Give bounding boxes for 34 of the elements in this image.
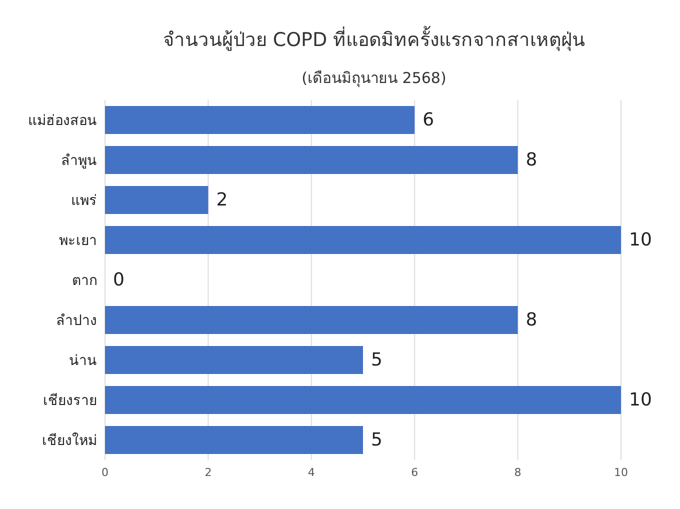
x-tick-label: 10: [614, 466, 628, 479]
data-label: 2: [216, 190, 228, 210]
bar: [105, 226, 621, 254]
bar: [105, 306, 518, 334]
bar: [105, 386, 621, 414]
y-tick-label: ตาก: [72, 272, 97, 289]
chart-title: จำนวนผู้ป่วย COPD ที่แอดมิทครั้งแรกจากสาเหตุฝุ่น: [162, 24, 586, 53]
data-label: 6: [422, 110, 434, 130]
data-label: 8: [526, 310, 538, 330]
data-label: 5: [371, 430, 382, 450]
data-label: 0: [113, 270, 124, 290]
bar: [105, 146, 518, 174]
bar: [105, 346, 363, 374]
data-label: 5: [371, 350, 382, 370]
data-label: 10: [629, 230, 652, 250]
y-tick-label: พะเยา: [59, 232, 97, 249]
y-tick-label: แม่ฮ่องสอน: [28, 112, 97, 129]
data-label: 10: [629, 390, 652, 410]
x-tick-label: 4: [308, 466, 315, 479]
bar: [105, 426, 363, 454]
x-tick-label: 6: [411, 466, 418, 479]
data-label: 8: [526, 150, 538, 170]
y-tick-label: แพร่: [71, 192, 97, 209]
bar: [105, 106, 415, 134]
y-tick-label: เชียงใหม่: [42, 432, 97, 449]
x-tick-label: 8: [514, 466, 522, 479]
bar: [105, 186, 208, 214]
chart-subtitle: (เดือนมิถุนายน 2568): [300, 68, 448, 90]
y-tick-label: ลำพูน: [61, 152, 97, 169]
x-tick-label: 2: [204, 466, 212, 479]
y-tick-label: น่าน: [69, 352, 97, 369]
y-tick-label: เชียงราย: [43, 392, 97, 409]
y-tick-label: ลำปาง: [56, 312, 97, 329]
x-tick-label: 0: [102, 466, 108, 479]
